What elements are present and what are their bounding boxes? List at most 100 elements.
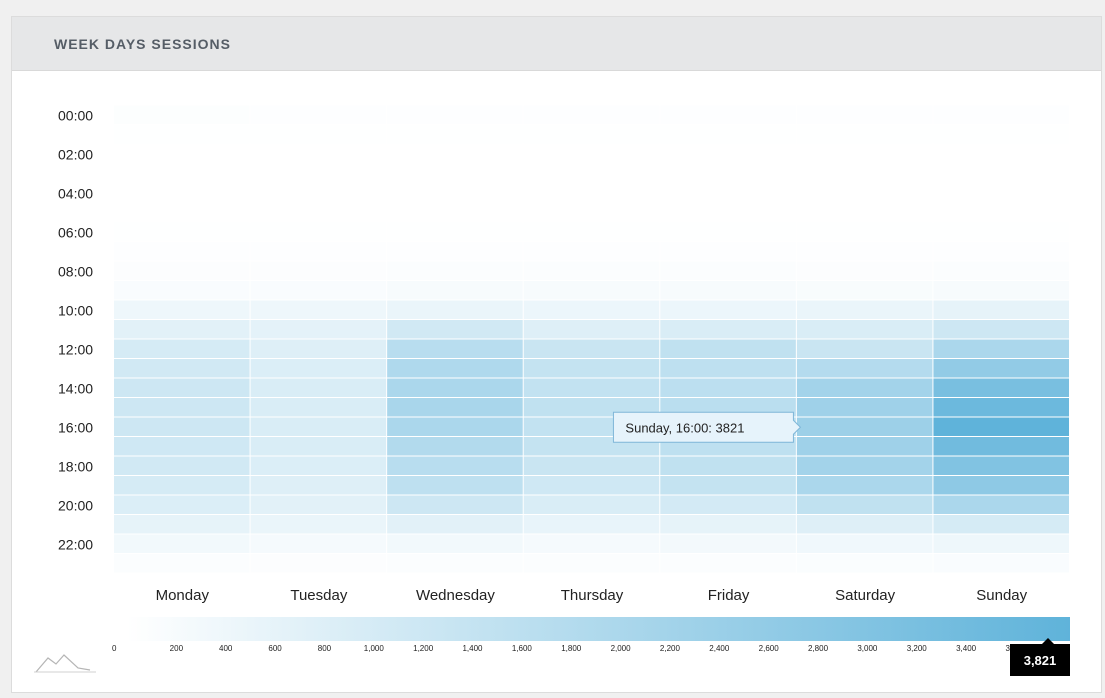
heatmap-cell[interactable] xyxy=(523,222,660,242)
heatmap-cell[interactable] xyxy=(660,300,796,320)
heatmap-cell[interactable] xyxy=(250,203,387,222)
heatmap-cell[interactable] xyxy=(933,339,1069,359)
heatmap-chart[interactable]: 00:00 02:00 04:00 06:00 08:00 10:00 12:00 14:00… xyxy=(12,17,1103,694)
heatmap-cell[interactable] xyxy=(933,300,1069,320)
heatmap-cell[interactable] xyxy=(796,105,933,125)
heatmap-cell[interactable] xyxy=(933,125,1069,144)
heatmap-cell[interactable] xyxy=(114,359,250,378)
heatmap-cell[interactable] xyxy=(796,203,933,222)
heatmap-cell[interactable] xyxy=(523,339,660,359)
heatmap-cell[interactable] xyxy=(250,125,387,144)
heatmap-cell[interactable] xyxy=(523,495,660,515)
heatmap-cell[interactable] xyxy=(114,242,250,261)
heatmap-cell[interactable] xyxy=(796,534,933,554)
heatmap-cell[interactable] xyxy=(523,359,660,378)
heatmap-cell[interactable] xyxy=(250,242,387,261)
heatmap-cell[interactable] xyxy=(114,183,250,203)
heatmap-cell[interactable] xyxy=(660,105,796,125)
heatmap-cell[interactable] xyxy=(387,495,523,515)
heatmap-cell[interactable] xyxy=(933,359,1069,378)
heatmap-cell[interactable] xyxy=(523,261,660,281)
heatmap-cell[interactable] xyxy=(660,144,796,164)
heatmap-cell[interactable] xyxy=(114,164,250,183)
heatmap-cell[interactable] xyxy=(387,456,523,476)
heatmap-cell[interactable] xyxy=(250,456,387,476)
heatmap-cell[interactable] xyxy=(933,105,1069,125)
heatmap-cell[interactable] xyxy=(387,515,523,534)
heatmap-cell[interactable] xyxy=(250,378,387,398)
heatmap-cell[interactable] xyxy=(387,534,523,554)
heatmap-cell[interactable] xyxy=(933,203,1069,222)
heatmap-cell[interactable] xyxy=(933,164,1069,183)
heatmap-cell[interactable] xyxy=(387,437,523,456)
heatmap-cell[interactable] xyxy=(796,261,933,281)
heatmap-cell[interactable] xyxy=(933,183,1069,203)
heatmap-cell[interactable] xyxy=(387,398,523,417)
heatmap-cell[interactable] xyxy=(250,554,387,573)
heatmap-cell[interactable] xyxy=(250,515,387,534)
heatmap-cell[interactable] xyxy=(114,456,250,476)
heatmap-cell[interactable] xyxy=(933,515,1069,534)
heatmap-cell[interactable] xyxy=(114,378,250,398)
heatmap-cell[interactable] xyxy=(250,144,387,164)
heatmap-cell[interactable] xyxy=(796,164,933,183)
heatmap-cell[interactable] xyxy=(387,320,523,339)
heatmap-cell[interactable] xyxy=(933,261,1069,281)
heatmap-cell[interactable] xyxy=(660,554,796,573)
heatmap-cell[interactable] xyxy=(250,437,387,456)
heatmap-cell[interactable] xyxy=(114,144,250,164)
heatmap-cells[interactable] xyxy=(114,105,1069,573)
heatmap-cell[interactable] xyxy=(796,320,933,339)
heatmap-cell[interactable] xyxy=(387,339,523,359)
heatmap-cell[interactable] xyxy=(660,164,796,183)
heatmap-cell[interactable] xyxy=(523,164,660,183)
heatmap-cell[interactable] xyxy=(523,320,660,339)
heatmap-cell[interactable] xyxy=(387,105,523,125)
heatmap-cell[interactable] xyxy=(523,281,660,300)
heatmap-cell[interactable] xyxy=(523,554,660,573)
heatmap-cell[interactable] xyxy=(114,515,250,534)
heatmap-cell[interactable] xyxy=(523,476,660,495)
heatmap-cell[interactable] xyxy=(523,183,660,203)
heatmap-cell[interactable] xyxy=(933,320,1069,339)
heatmap-cell[interactable] xyxy=(250,222,387,242)
heatmap-cell[interactable] xyxy=(523,105,660,125)
heatmap-cell[interactable] xyxy=(387,359,523,378)
heatmap-cell[interactable] xyxy=(387,164,523,183)
heatmap-cell[interactable] xyxy=(387,476,523,495)
heatmap-cell[interactable] xyxy=(114,437,250,456)
heatmap-cell[interactable] xyxy=(933,534,1069,554)
heatmap-cell[interactable] xyxy=(387,144,523,164)
heatmap-cell[interactable] xyxy=(114,281,250,300)
heatmap-cell[interactable] xyxy=(660,359,796,378)
heatmap-cell[interactable] xyxy=(387,222,523,242)
heatmap-cell[interactable] xyxy=(250,261,387,281)
heatmap-cell[interactable] xyxy=(933,456,1069,476)
heatmap-cell[interactable] xyxy=(933,281,1069,300)
heatmap-cell[interactable] xyxy=(114,222,250,242)
heatmap-cell[interactable] xyxy=(796,222,933,242)
heatmap-cell[interactable] xyxy=(796,554,933,573)
heatmap-cell[interactable] xyxy=(933,398,1069,417)
heatmap-cell[interactable] xyxy=(796,183,933,203)
heatmap-cell[interactable] xyxy=(796,398,933,417)
heatmap-cell[interactable] xyxy=(796,417,933,437)
heatmap-cell[interactable] xyxy=(114,300,250,320)
heatmap-cell[interactable] xyxy=(114,320,250,339)
heatmap-cell[interactable] xyxy=(523,144,660,164)
heatmap-cell[interactable] xyxy=(250,398,387,417)
heatmap-cell[interactable] xyxy=(933,242,1069,261)
heatmap-cell[interactable] xyxy=(523,456,660,476)
heatmap-cell[interactable] xyxy=(250,417,387,437)
heatmap-cell[interactable] xyxy=(796,281,933,300)
heatmap-cell[interactable] xyxy=(114,261,250,281)
heatmap-cell[interactable] xyxy=(114,339,250,359)
heatmap-cell[interactable] xyxy=(523,125,660,144)
heatmap-cell[interactable] xyxy=(250,339,387,359)
heatmap-cell[interactable] xyxy=(796,515,933,534)
heatmap-cell[interactable] xyxy=(660,222,796,242)
heatmap-cell[interactable] xyxy=(660,339,796,359)
heatmap-cell[interactable] xyxy=(523,378,660,398)
heatmap-cell[interactable] xyxy=(387,281,523,300)
heatmap-cell[interactable] xyxy=(933,495,1069,515)
